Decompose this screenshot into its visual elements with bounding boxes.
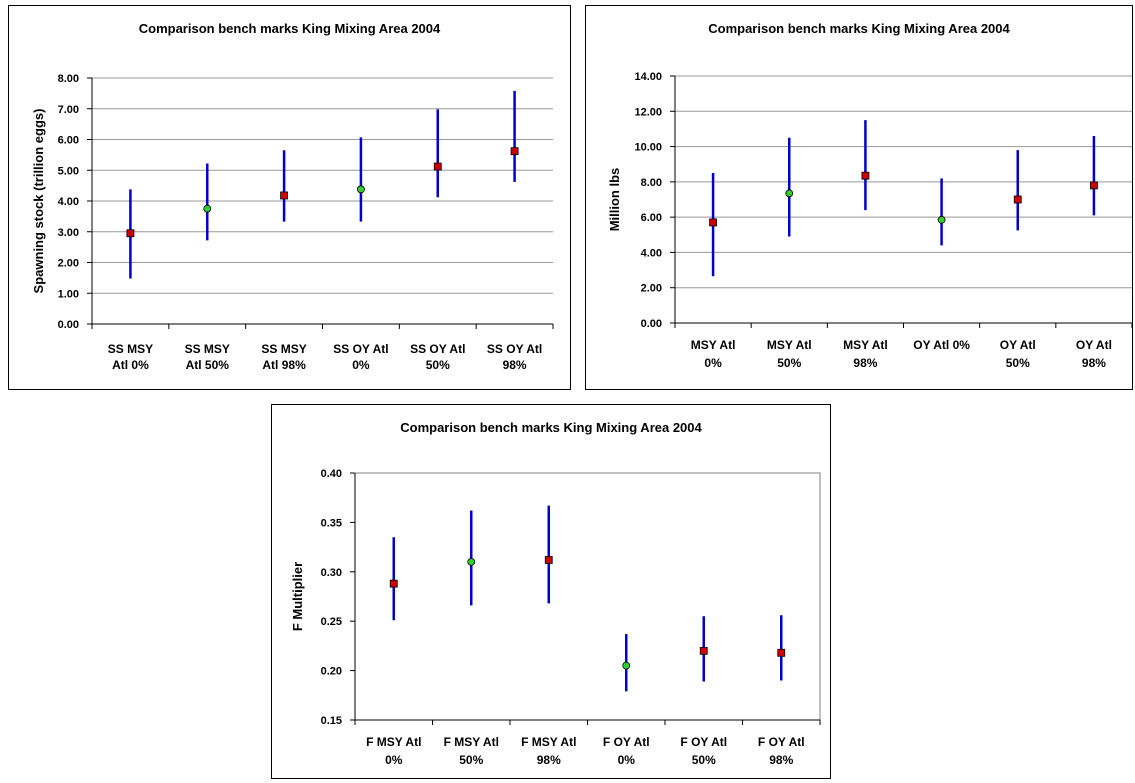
chart-svg-spawning-stock: Comparison bench marks King Mixing Area … (31, 21, 554, 372)
y-tick-label: 6.00 (58, 135, 79, 147)
data-point-square (126, 229, 135, 238)
x-tick-label: F OY Atl (680, 735, 727, 749)
x-tick-label: 0% (385, 753, 403, 767)
data-point-square (861, 171, 870, 180)
data-point-circle (622, 661, 631, 670)
x-tick-label: MSY Atl (691, 338, 736, 352)
data-point-square (433, 162, 442, 171)
x-tick-label: 50% (459, 753, 483, 767)
x-tick-label: 98% (769, 753, 793, 767)
x-tick-label: 0% (704, 356, 722, 370)
y-tick-label: 8.00 (641, 177, 662, 189)
y-tick-label: 12.00 (634, 106, 662, 118)
y-tick-label: 2.00 (58, 258, 79, 270)
chart-title: Comparison bench marks King Mixing Area … (139, 21, 441, 36)
chart-title: Comparison bench marks King Mixing Area … (400, 420, 702, 435)
x-tick-label: Atl 0% (112, 358, 149, 372)
x-tick-label: F MSY Atl (366, 735, 421, 749)
y-tick-label: 6.00 (641, 212, 662, 224)
x-tick-label: MSY Atl (843, 338, 888, 352)
chart-panel-spawning-stock: Comparison bench marks King Mixing Area … (8, 5, 571, 390)
x-tick-label: SS OY Atl (487, 342, 542, 356)
data-point-square (777, 648, 786, 657)
chart-panel-million-lbs: Comparison bench marks King Mixing Area … (585, 5, 1133, 390)
y-tick-label: 14.00 (634, 71, 662, 83)
x-tick-label: 0% (352, 358, 370, 372)
x-tick-label: 50% (692, 753, 716, 767)
plot-area-border (354, 472, 821, 721)
x-tick-label: 98% (1082, 356, 1106, 370)
data-point-circle (203, 204, 212, 213)
x-tick-label: Atl 98% (262, 358, 306, 372)
chart-svg-f-multiplier: Comparison bench marks King Mixing Area … (290, 420, 821, 767)
y-tick-label: 0.20 (321, 666, 342, 678)
data-point-square (1013, 195, 1022, 204)
x-tick-label: SS MSY (108, 342, 153, 356)
y-axis-title: Spawning stock (trillion eggs) (31, 109, 46, 294)
chart-panel-f-multiplier: Comparison bench marks King Mixing Area … (271, 404, 831, 779)
x-tick-label: OY Atl (1076, 338, 1112, 352)
y-tick-label: 0.25 (321, 616, 342, 628)
data-point-square (280, 191, 288, 200)
y-tick-label: 4.00 (58, 196, 79, 208)
x-tick-label: F OY Atl (758, 735, 805, 749)
x-tick-label: SS OY Atl (333, 342, 388, 356)
x-tick-label: 98% (537, 753, 561, 767)
data-point-square (389, 579, 398, 588)
x-tick-label: MSY Atl (767, 338, 812, 352)
y-axis-title: Million lbs (607, 168, 622, 232)
x-tick-label: 50% (1006, 356, 1030, 370)
data-point-square (544, 556, 553, 564)
x-tick-label: 50% (777, 356, 801, 370)
x-tick-label: F MSY Atl (444, 735, 499, 749)
y-tick-label: 1.00 (58, 288, 79, 300)
data-point-circle (785, 189, 794, 198)
chart-title: Comparison bench marks King Mixing Area … (708, 21, 1010, 36)
y-axis-title: F Multiplier (290, 562, 305, 631)
y-tick-label: 0.35 (321, 517, 342, 529)
y-tick-label: 2.00 (641, 283, 662, 295)
x-tick-label: F MSY Atl (521, 735, 576, 749)
x-tick-label: SS MSY (185, 342, 230, 356)
data-point-circle (937, 215, 946, 224)
y-tick-label: 5.00 (58, 165, 79, 177)
y-tick-label: 4.00 (641, 247, 662, 259)
data-point-square (699, 646, 708, 655)
x-tick-label: F OY Atl (603, 735, 650, 749)
data-point-square (709, 218, 717, 227)
x-tick-label: 98% (503, 358, 527, 372)
x-tick-label: 98% (853, 356, 877, 370)
y-tick-label: 0.40 (321, 468, 342, 480)
data-point-square (1090, 181, 1098, 190)
x-tick-label: SS OY Atl (410, 342, 465, 356)
y-tick-label: 0.15 (321, 715, 342, 727)
data-point-circle (357, 185, 365, 194)
data-point-square (510, 147, 519, 156)
data-point-circle (467, 558, 476, 566)
y-tick-label: 0.30 (321, 567, 342, 579)
y-tick-label: 3.00 (58, 227, 79, 239)
chart-svg-million-lbs: Comparison bench marks King Mixing Area … (607, 21, 1132, 370)
x-tick-label: 0% (618, 753, 636, 767)
x-tick-label: Atl 50% (186, 358, 230, 372)
y-tick-label: 0.00 (641, 318, 662, 330)
x-tick-label: SS MSY (261, 342, 306, 356)
y-tick-label: 10.00 (634, 142, 662, 154)
x-tick-label: OY Atl 0% (913, 338, 970, 352)
y-tick-label: 8.00 (58, 73, 79, 85)
x-tick-label: 50% (426, 358, 450, 372)
x-tick-label: OY Atl (1000, 338, 1036, 352)
y-tick-label: 0.00 (58, 319, 79, 331)
y-tick-label: 7.00 (58, 104, 79, 116)
